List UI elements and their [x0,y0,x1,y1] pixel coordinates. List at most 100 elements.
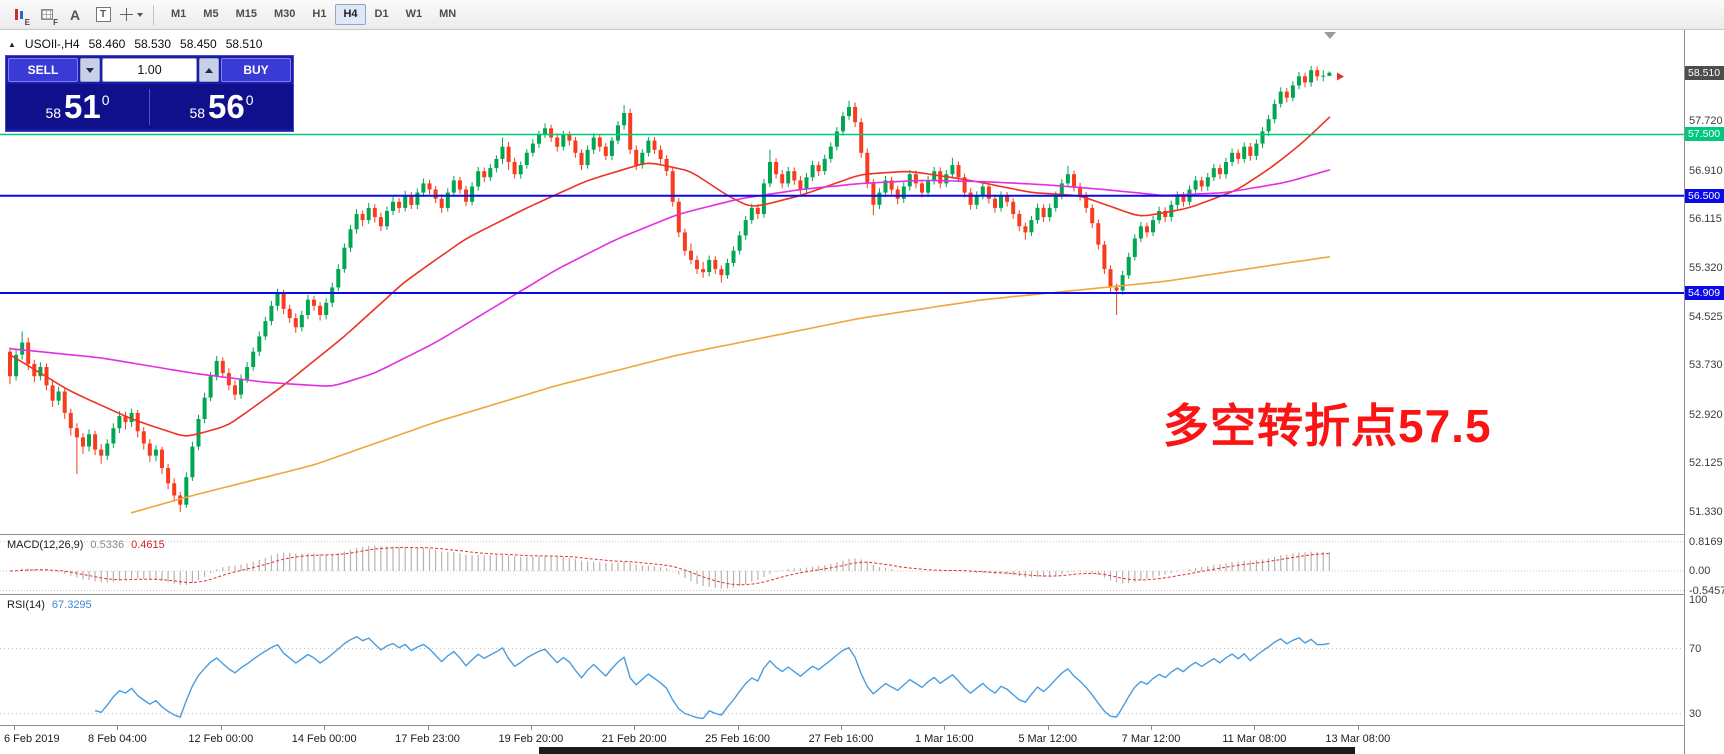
buy-price-prefix: 58 [189,105,206,121]
icon-letter: E [24,17,30,27]
timeframe-button-D1[interactable]: D1 [367,4,397,25]
crosshair-dropdown-icon[interactable] [118,3,144,27]
timeframe-button-MN[interactable]: MN [431,4,464,25]
time-axis-label: 19 Feb 20:00 [498,733,564,745]
timeframe-button-M5[interactable]: M5 [195,4,226,25]
time-axis-tick [1357,726,1359,730]
price-axis-badge: 54.909 [1685,286,1724,300]
bar-open: 58.460 [88,37,126,51]
volume-increase-button[interactable] [199,58,219,82]
sell-price-pip: 0 [101,92,110,108]
pane-separator[interactable] [0,594,1724,595]
buy-button[interactable]: BUY [221,58,291,82]
trade-panel-controls: SELL BUY [6,56,293,84]
trade-panel-prices: 58 51 0 58 56 0 [6,84,293,129]
sell-price-main: 51 [64,88,101,125]
price-axis-label: 56.910 [1689,165,1723,177]
text-label-tool-icon[interactable]: T [90,3,116,27]
candles [8,65,1332,513]
one-click-trading-panel: SELL BUY 58 51 0 58 56 0 [5,55,294,132]
toolbar-separator [153,4,154,25]
macd-indicator-pane[interactable] [0,535,1684,594]
price-axis-label: 51.330 [1689,506,1723,518]
time-axis-label: 14 Feb 00:00 [291,733,357,745]
time-axis-tick [1254,726,1256,730]
grid-glyph [41,9,53,20]
sell-price[interactable]: 58 51 0 [6,90,149,123]
volume-input[interactable] [102,58,197,82]
chinese-annotation-text: 多空转折点57.5 [1163,400,1492,452]
time-axis-tick [324,726,326,730]
price-axis-badge: 56.500 [1685,189,1724,203]
ma-fast-red [9,116,1331,437]
time-axis-label: 12 Feb 00:00 [188,733,254,745]
price-axis-badge: 57.500 [1685,127,1724,141]
time-axis-tick [427,726,429,730]
time-axis-tick [634,726,636,730]
time-axis-label: 8 Feb 04:00 [88,733,147,745]
time-axis-label: 5 Mar 12:00 [1018,733,1078,745]
symbol-name: USOIl-,H4 [24,37,80,51]
main-price-chart[interactable] [0,30,1684,534]
price-axis[interactable]: 58.510 57.720 57.500 56.910 56.500 56.115 55.3… [1684,30,1724,754]
ma-slow-orange [130,256,1331,514]
price-axis-badge: 58.510 [1685,66,1724,80]
candle-glyph [15,9,18,20]
time-axis-tick [841,726,842,730]
horizontal-lines [0,133,1684,294]
buy-price-pip: 0 [245,92,254,108]
rsi-axis-label: 100 [1689,594,1708,606]
price-axis-label: 56.115 [1689,213,1722,225]
pane-separator[interactable] [0,534,1724,535]
time-axis-label: 6 Feb 2019 [4,733,60,745]
macd-histogram [15,545,1330,589]
time-axis-label: 17 Feb 23:00 [395,733,460,745]
rsi-label: RSI(14) 67.3295 [7,599,92,611]
icon-letter: A [69,6,81,23]
pane-separator [0,725,1724,726]
price-axis-label: 55.320 [1689,262,1723,274]
macd-signal-value: 0.4615 [131,539,165,551]
time-axis-label: 27 Feb 16:00 [808,733,874,745]
time-axis-tick [117,726,119,730]
current-price-arrow [1337,72,1344,81]
timeframe-button-M1[interactable]: M1 [163,4,194,25]
macd-axis-label: -0.5457 [1689,585,1724,597]
timeframe-button-H4[interactable]: H4 [335,4,366,25]
moving-averages [9,116,1331,514]
timeframe-button-W1[interactable]: W1 [398,4,431,25]
buy-price[interactable]: 58 56 0 [150,90,293,123]
macd-value: 0.5336 [90,539,125,551]
rsi-indicator-pane[interactable] [0,595,1684,725]
time-axis[interactable]: 6 Feb 2019 8 Feb 04:00 12 Feb 00:00 14 Feb … [0,726,1684,754]
symbol-header: ▲ USOIl-,H4 58.460 58.530 58.450 58.510 [8,37,262,51]
rsi-axis-label: 70 [1689,643,1702,655]
macd-axis-label: 0.8169 [1689,536,1723,548]
chevron-down-icon [136,13,143,20]
timeframe-button-M30[interactable]: M30 [266,4,303,25]
price-axis-label: 52.125 [1689,457,1723,469]
time-axis-label: 13 Mar 08:00 [1325,733,1391,745]
sell-button[interactable]: SELL [8,58,78,82]
macd-label: MACD(12,26,9) 0.5336 0.4615 [7,539,165,551]
time-axis-label: 1 Mar 16:00 [914,733,974,745]
volume-decrease-button[interactable] [80,58,100,82]
time-axis-tick [737,726,739,730]
price-axis-label: 53.730 [1689,359,1723,371]
grid-template-f-icon[interactable]: F [34,3,60,27]
rsi-name: RSI(14) [7,599,45,611]
time-axis-label: 21 Feb 20:00 [601,733,667,745]
indicator-template-e-icon[interactable]: E [6,3,32,27]
macd-name: MACD(12,26,9) [7,539,84,551]
arrow-style-tool-icon[interactable]: A [62,3,88,27]
price-axis-label: 52.920 [1689,409,1723,421]
sell-price-prefix: 58 [45,105,62,121]
timeframe-button-M15[interactable]: M15 [228,4,265,25]
bar-close: 58.510 [225,37,263,51]
macd-signal-line [9,546,1330,586]
candle-glyph [20,10,23,19]
time-axis-label: 11 Mar 08:00 [1222,733,1287,745]
rsi-axis-label: 30 [1689,708,1702,720]
timeframe-button-H1[interactable]: H1 [304,4,334,25]
crosshair-glyph [119,8,133,21]
